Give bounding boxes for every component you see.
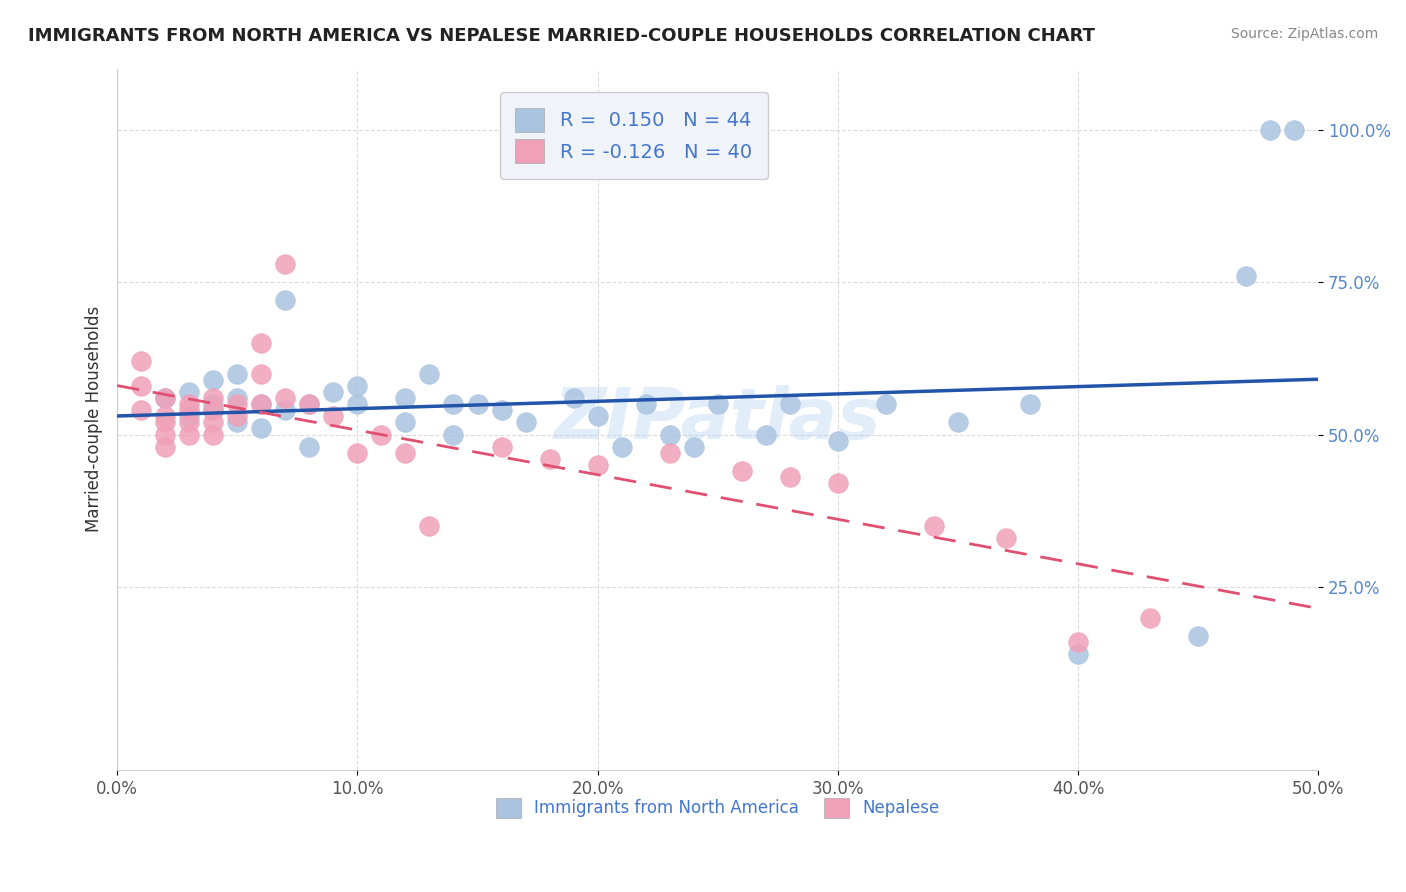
Point <box>418 519 440 533</box>
Text: ZIPatlas: ZIPatlas <box>554 384 882 454</box>
Point <box>394 391 416 405</box>
Point <box>155 409 177 424</box>
Point <box>202 403 225 417</box>
Point <box>250 421 273 435</box>
Point <box>467 397 489 411</box>
Point <box>202 373 225 387</box>
Point <box>875 397 897 411</box>
Y-axis label: Married-couple Households: Married-couple Households <box>86 306 103 533</box>
Point <box>731 464 754 478</box>
Point <box>226 415 249 429</box>
Legend: Immigrants from North America, Nepalese: Immigrants from North America, Nepalese <box>489 791 946 825</box>
Point <box>274 257 297 271</box>
Point <box>443 427 465 442</box>
Point <box>1067 635 1090 649</box>
Point <box>179 409 201 424</box>
Point <box>250 367 273 381</box>
Point <box>274 403 297 417</box>
Point <box>1019 397 1042 411</box>
Point <box>274 391 297 405</box>
Point <box>779 397 801 411</box>
Point <box>995 531 1018 545</box>
Point <box>394 415 416 429</box>
Point <box>298 397 321 411</box>
Point <box>538 451 561 466</box>
Point <box>394 446 416 460</box>
Point <box>250 336 273 351</box>
Point <box>202 397 225 411</box>
Point <box>755 427 778 442</box>
Point <box>179 403 201 417</box>
Point <box>1234 268 1257 283</box>
Point <box>658 446 681 460</box>
Text: IMMIGRANTS FROM NORTH AMERICA VS NEPALESE MARRIED-COUPLE HOUSEHOLDS CORRELATION : IMMIGRANTS FROM NORTH AMERICA VS NEPALES… <box>28 27 1095 45</box>
Point <box>634 397 657 411</box>
Point <box>491 403 513 417</box>
Point <box>370 427 392 442</box>
Point <box>922 519 945 533</box>
Point <box>1284 122 1306 136</box>
Point <box>129 403 152 417</box>
Point <box>274 293 297 308</box>
Point <box>226 391 249 405</box>
Point <box>155 427 177 442</box>
Point <box>322 384 344 399</box>
Point <box>155 391 177 405</box>
Text: Source: ZipAtlas.com: Source: ZipAtlas.com <box>1230 27 1378 41</box>
Point <box>202 391 225 405</box>
Point <box>179 415 201 429</box>
Point <box>179 397 201 411</box>
Point <box>1258 122 1281 136</box>
Point <box>586 458 609 472</box>
Point <box>346 446 368 460</box>
Point <box>1139 610 1161 624</box>
Point <box>155 415 177 429</box>
Point <box>202 415 225 429</box>
Point <box>562 391 585 405</box>
Point <box>298 440 321 454</box>
Point <box>658 427 681 442</box>
Point <box>129 378 152 392</box>
Point <box>586 409 609 424</box>
Point <box>179 384 201 399</box>
Point <box>250 397 273 411</box>
Point <box>1067 647 1090 661</box>
Point <box>443 397 465 411</box>
Point <box>779 470 801 484</box>
Point <box>226 397 249 411</box>
Point <box>346 397 368 411</box>
Point <box>1187 629 1209 643</box>
Point <box>515 415 537 429</box>
Point <box>491 440 513 454</box>
Point <box>418 367 440 381</box>
Point <box>610 440 633 454</box>
Point <box>155 391 177 405</box>
Point <box>179 427 201 442</box>
Point <box>346 378 368 392</box>
Point <box>827 434 849 448</box>
Point <box>946 415 969 429</box>
Point <box>226 367 249 381</box>
Point <box>298 397 321 411</box>
Point <box>827 476 849 491</box>
Point <box>202 427 225 442</box>
Point <box>129 354 152 368</box>
Point <box>226 409 249 424</box>
Point <box>706 397 728 411</box>
Point <box>322 409 344 424</box>
Point <box>250 397 273 411</box>
Point <box>682 440 704 454</box>
Point <box>155 440 177 454</box>
Point <box>202 403 225 417</box>
